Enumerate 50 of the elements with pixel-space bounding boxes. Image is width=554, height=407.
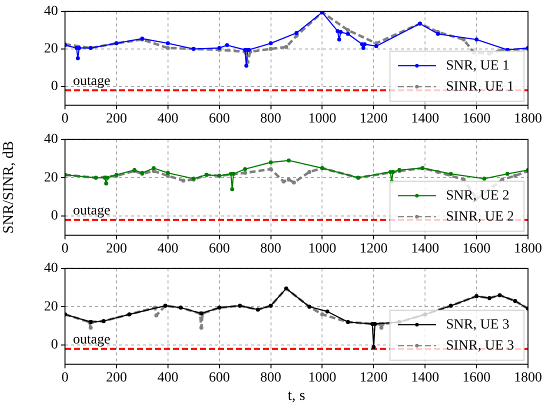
x-tick-label: 400 [157,111,178,126]
x-tick-label: 800 [260,241,282,256]
x-tick-label: 1800 [514,241,542,256]
x-tick-label: 1000 [308,370,336,386]
x-tick-label: 600 [208,370,230,386]
ref-line-label: outage [73,332,110,348]
y-tick-label: 0 [51,79,58,94]
x-tick-label: 200 [106,111,127,126]
legend-label: SINR, UE 2 [446,209,514,224]
y-tick-label: 20 [44,299,58,314]
y-tick-label: 20 [44,170,58,186]
y-tick-label: 40 [44,261,58,276]
legend-label: SINR, UE 1 [446,79,514,94]
x-tick-label: 1600 [462,370,491,386]
x-tick-label: 1200 [360,241,388,256]
legend-label: SNR, UE 1 [446,58,510,74]
legend-label: SINR, UE 3 [446,338,514,354]
x-tick-label: 1800 [514,370,542,386]
legend-label: SNR, UE 3 [446,317,510,332]
x-tick-label: 1400 [411,111,440,126]
y-tick-label: 40 [44,132,58,148]
x-tick-label: 400 [157,370,178,386]
y-tick-label: 40 [44,4,58,20]
x-tick-label: 400 [157,241,178,256]
x-tick-label: 1000 [308,241,336,256]
y-tick-label: 20 [44,42,58,57]
x-tick-label: 200 [106,241,127,256]
x-tick-label: 1600 [462,111,491,126]
x-tick-label: 600 [208,241,230,256]
x-tick-label: 200 [106,370,127,386]
x-tick-label: 0 [62,241,68,256]
y-axis-title: SNR/SINR, dB [0,141,17,234]
ref-line-label: outage [73,204,110,219]
x-tick-label: 1200 [360,370,388,386]
x-tick-label: 1400 [411,241,440,256]
x-axis-title: t, s [288,388,306,404]
y-tick-label: 0 [51,338,58,353]
x-tick-label: 1400 [411,370,440,386]
x-tick-label: 800 [260,111,282,126]
x-tick-label: 1600 [462,241,491,256]
x-tick-label: 0 [62,111,68,126]
y-tick-label: 0 [51,208,58,224]
ref-line-label: outage [73,74,110,89]
x-tick-label: 1000 [308,111,336,126]
legend-label: SNR, UE 2 [446,188,510,204]
x-tick-label: 600 [208,111,230,126]
x-tick-label: 1800 [514,111,542,126]
x-tick-label: 800 [260,370,282,386]
x-tick-label: 1200 [360,111,388,126]
x-tick-label: 0 [62,370,68,386]
